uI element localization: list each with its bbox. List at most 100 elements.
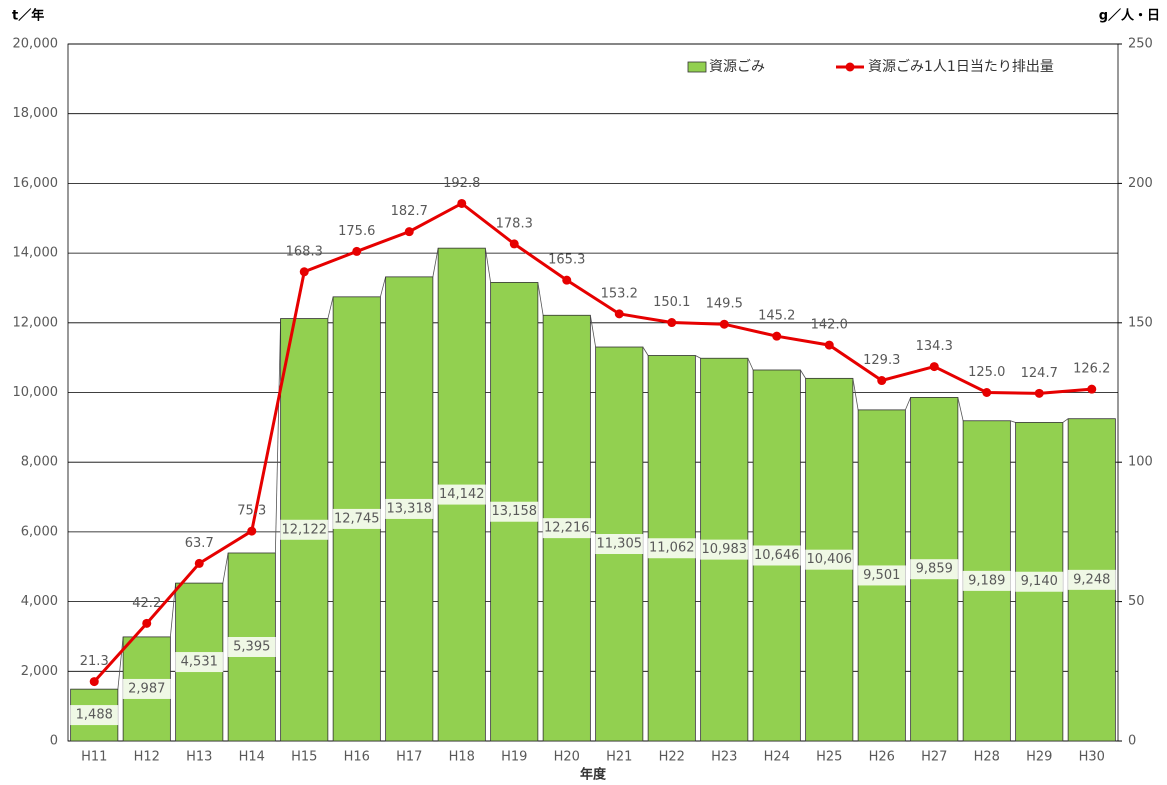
- series-connector: [222, 552, 229, 584]
- line-value-label: 125.0: [968, 365, 1005, 380]
- series-connector: [537, 282, 544, 316]
- bar-value-label: 9,501: [863, 568, 900, 583]
- value-label-bg: [1015, 571, 1064, 592]
- y2-tick-label: 150: [1128, 315, 1153, 330]
- line-point: [614, 309, 624, 319]
- y2-tick-label: 50: [1128, 594, 1145, 609]
- value-label-bg: [647, 538, 696, 559]
- bar-value-label: 14,142: [439, 487, 485, 502]
- series-connector: [957, 397, 964, 421]
- x-tick-label: H18: [449, 750, 475, 765]
- legend-swatch-dot: [845, 62, 855, 72]
- y-tick-label: 12,000: [13, 315, 59, 330]
- plot-frame: [67, 43, 1119, 742]
- line-point: [719, 319, 729, 329]
- line: [93, 201, 1092, 683]
- series-connector: [695, 355, 701, 359]
- bar-value-label: 9,248: [1073, 572, 1110, 587]
- value-label-bg: [332, 508, 381, 529]
- x-tick-label: H13: [186, 750, 212, 765]
- line-point: [824, 340, 834, 350]
- y-tick-label: 10,000: [13, 385, 59, 400]
- y-axis-label: t／年: [12, 8, 44, 24]
- bar-value-label: 9,140: [1021, 574, 1058, 589]
- line-value-label: 134.3: [916, 339, 953, 354]
- value-label-bg: [490, 501, 539, 522]
- line-value-label: 149.5: [706, 297, 743, 312]
- line-point: [142, 618, 152, 628]
- x-axis-label: 年度: [580, 767, 607, 783]
- bar-value-label: 12,122: [282, 522, 328, 537]
- line-point: [877, 376, 887, 386]
- line-value-label: 165.3: [548, 253, 585, 268]
- line-value-label: 192.8: [443, 176, 480, 191]
- line-value-label: 150.1: [653, 295, 690, 310]
- y-tick-label: 4,000: [21, 594, 58, 609]
- x-tick-label: H16: [344, 750, 370, 765]
- series-connector: [379, 276, 387, 297]
- x-tick-label: H25: [816, 750, 842, 765]
- legend-label: 資源ごみ1人1日当たり排出量: [868, 59, 1054, 75]
- line-value-label: 124.7: [1021, 366, 1058, 381]
- line-point: [247, 526, 257, 536]
- line-point: [509, 239, 519, 249]
- value-label-bg: [542, 518, 591, 539]
- x-tick-label: H21: [606, 750, 632, 765]
- line-point: [667, 318, 677, 328]
- value-label-bg: [437, 484, 486, 505]
- bar-value-label: 9,189: [968, 573, 1005, 588]
- line-value-label: 126.2: [1073, 362, 1110, 377]
- x-tick-label: H15: [291, 750, 317, 765]
- line-point: [404, 227, 414, 237]
- x-tick-label: H28: [974, 750, 1000, 765]
- x-tick-label: H12: [134, 750, 160, 765]
- series-connector: [589, 315, 597, 348]
- x-tick-label: H11: [81, 750, 107, 765]
- bar-value-label: 10,983: [702, 542, 748, 557]
- legend-label: 資源ごみ: [709, 59, 765, 75]
- value-label-bg: [227, 636, 276, 657]
- y-tick-label: 2,000: [21, 664, 58, 679]
- series-connector: [905, 397, 911, 411]
- x-tick-label: H27: [921, 750, 947, 765]
- line-point: [929, 362, 939, 372]
- value-label-bg: [175, 652, 224, 673]
- line-point: [89, 677, 99, 687]
- line-value-label: 129.3: [863, 353, 900, 368]
- series-connector: [642, 346, 649, 356]
- x-tick-label: H17: [396, 750, 422, 765]
- series-connector: [274, 318, 282, 553]
- x-tick-label: H22: [659, 750, 685, 765]
- bar-value-label: 13,158: [492, 504, 538, 519]
- value-label-bg: [1067, 569, 1116, 590]
- line-point: [194, 558, 204, 568]
- x-tick-label: H29: [1026, 750, 1052, 765]
- y2-axis-label: g／人・日: [1099, 8, 1160, 24]
- y2-tick-label: 0: [1128, 734, 1136, 749]
- series-connector: [800, 369, 806, 379]
- value-label-bg: [962, 570, 1011, 591]
- series-connector: [117, 636, 124, 690]
- value-label-bg: [752, 545, 801, 566]
- y-tick-label: 8,000: [21, 455, 58, 470]
- line-value-label: 75.3: [237, 504, 266, 519]
- line-point: [1087, 384, 1097, 394]
- value-label-bg: [280, 519, 329, 540]
- bar-value-label: 12,745: [334, 511, 380, 526]
- x-tick-label: H26: [869, 750, 895, 765]
- x-tick-label: H23: [711, 750, 737, 765]
- line-point: [982, 388, 992, 397]
- line-point: [562, 275, 572, 285]
- value-label-bg: [122, 678, 171, 699]
- value-label-bg: [70, 705, 119, 726]
- y-tick-label: 6,000: [21, 524, 58, 539]
- legend-swatch: [687, 61, 707, 73]
- line-value-label: 168.3: [286, 244, 323, 259]
- y-tick-label: 20,000: [13, 37, 59, 52]
- value-label-bg: [595, 534, 644, 555]
- y-tick-label: 18,000: [13, 106, 59, 121]
- line-value-label: 142.0: [811, 318, 848, 333]
- y-tick-label: 16,000: [13, 176, 59, 191]
- x-tick-label: H19: [501, 750, 527, 765]
